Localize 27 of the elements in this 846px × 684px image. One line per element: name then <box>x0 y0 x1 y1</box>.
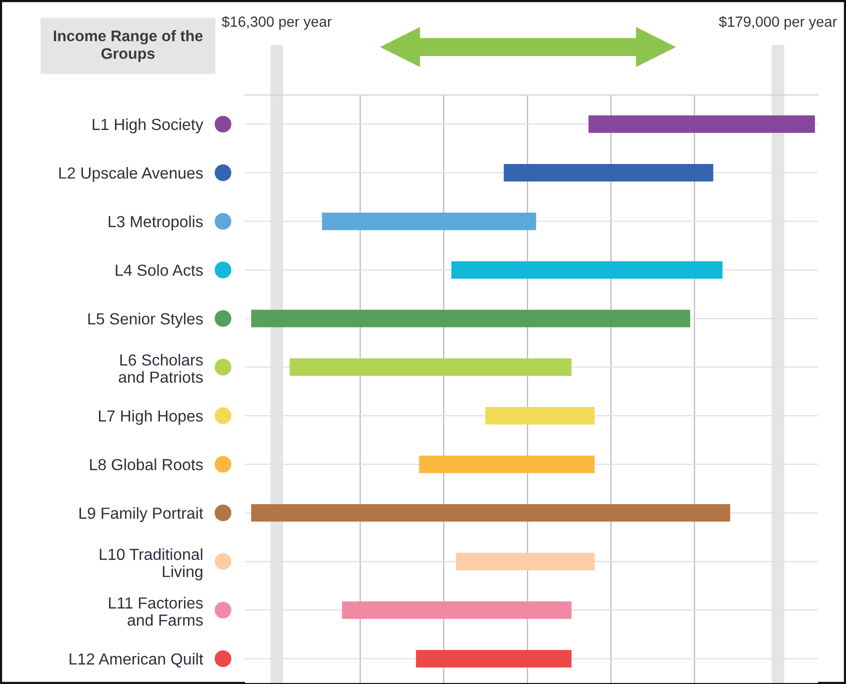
bar <box>416 650 572 668</box>
bar <box>504 164 714 182</box>
y-tick-label: L7 High Hopes <box>98 410 203 425</box>
bar <box>342 601 572 619</box>
y-tick-label: L6 Scholars and Patriots <box>118 354 203 383</box>
bar <box>588 115 815 133</box>
y-tick-label: L8 Global Roots <box>90 458 203 470</box>
y-tick-label: L12 American Quilt <box>70 652 204 668</box>
y-tick-label: L5 Senior Styles <box>88 312 203 328</box>
bar <box>251 504 730 522</box>
y-tick-label: L10 Traditional Living <box>100 548 202 580</box>
y-tick-label: L4 Solo Acts <box>116 264 203 276</box>
bar <box>251 310 690 328</box>
bar <box>451 261 722 279</box>
chart-title: Income Range of the Groups <box>54 30 203 62</box>
y-tick-label: L9 Family Portrait <box>80 507 204 522</box>
bar <box>485 406 595 424</box>
y-tick-label: L11 Factories and Farms <box>109 596 203 626</box>
x-tick-label: $179,000 per year <box>718 16 837 30</box>
y-tick-label: L1 High Society <box>92 118 204 134</box>
y-tick-label: L3 Metropolis <box>108 216 203 230</box>
bar <box>456 552 595 570</box>
bar <box>419 456 595 474</box>
bar <box>322 212 536 230</box>
y-tick-label: L2 Upscale Avenues <box>59 166 203 182</box>
bar <box>290 358 572 376</box>
x-tick-label: $16,300 per year <box>222 16 332 30</box>
